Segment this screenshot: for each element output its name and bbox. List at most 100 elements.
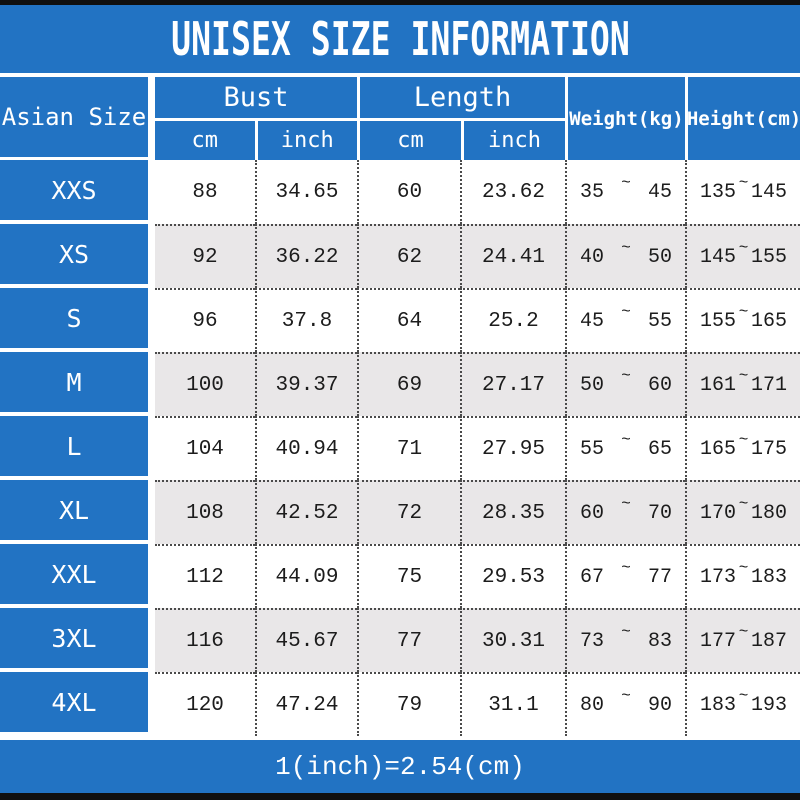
height-range-cell: 155 ~ 165 (685, 288, 800, 352)
bust-inch-cell: 39.37 (255, 352, 357, 416)
height-max: 175 (750, 437, 787, 461)
size-label-cell: XS (0, 224, 155, 288)
table-row-m: M 100 39.37 69 27.17 50 ~ 60 161 ~ 171 (0, 352, 800, 416)
bust-unit-cm-header: cm (191, 128, 219, 153)
bust-cm-cell: 92 (155, 224, 255, 288)
tilde-symbol: ~ (621, 623, 631, 641)
height-range-cell: 145 ~ 155 (685, 224, 800, 288)
height-max: 180 (750, 501, 787, 525)
divider (0, 73, 800, 77)
weight-min: 55 (580, 437, 605, 461)
weight-max: 55 (647, 309, 672, 333)
height-range-cell: 183 ~ 193 (685, 672, 800, 736)
height-range-cell: 173 ~ 183 (685, 544, 800, 608)
weight-max: 60 (647, 373, 672, 397)
bust-inch-cell: 44.09 (255, 544, 357, 608)
length-inch-cell: 30.31 (460, 608, 565, 672)
table-row-l: L 104 40.94 71 27.95 55 ~ 65 165 ~ 175 (0, 416, 800, 480)
conversion-note-band: 1(inch)=2.54(cm) (0, 740, 800, 793)
page-title: UNISEX SIZE INFORMATION (170, 12, 630, 66)
tilde-symbol: ~ (738, 559, 749, 577)
tilde-symbol: ~ (738, 623, 749, 641)
table-row-xxl: XXL 112 44.09 75 29.53 67 ~ 77 173 ~ 183 (0, 544, 800, 608)
weight-min: 40 (580, 245, 605, 269)
bust-inch-cell: 36.22 (255, 224, 357, 288)
table-header: Asian Size Bust cm inch Length cm inch W… (0, 77, 800, 160)
table-row-4xl: 4XL 120 47.24 79 31.1 80 ~ 90 183 ~ 193 (0, 672, 800, 736)
weight-min: 67 (580, 565, 605, 589)
height-min: 165 (700, 437, 737, 461)
height-max: 187 (750, 629, 787, 653)
tilde-symbol: ~ (621, 239, 631, 257)
length-inch-cell: 27.17 (460, 352, 565, 416)
weight-range-cell: 45 ~ 55 (565, 288, 685, 352)
length-inch-cell: 23.62 (460, 160, 565, 224)
length-unit-inch-header: inch (461, 121, 565, 160)
weight-min: 35 (580, 180, 605, 204)
size-label-cell: XXS (0, 160, 155, 224)
length-inch-cell: 27.95 (460, 416, 565, 480)
tilde-symbol: ~ (738, 431, 749, 449)
bust-cm-cell: 120 (155, 672, 255, 736)
weight-range-cell: 50 ~ 60 (565, 352, 685, 416)
tilde-symbol: ~ (738, 239, 749, 257)
tilde-symbol: ~ (738, 687, 749, 705)
weight-min: 45 (580, 309, 605, 333)
column-header-weight: Weight(kg) (565, 77, 685, 160)
length-cm-cell: 62 (357, 224, 460, 288)
size-label-cell: XXL (0, 544, 155, 608)
length-cm-cell: 72 (357, 480, 460, 544)
tilde-symbol: ~ (738, 367, 749, 385)
table-row-3xl: 3XL 116 45.67 77 30.31 73 ~ 83 177 ~ 187 (0, 608, 800, 672)
height-max: 165 (750, 309, 787, 333)
length-unit-row: cm inch (360, 121, 565, 160)
tilde-symbol: ~ (621, 431, 631, 449)
height-min: 145 (700, 245, 737, 269)
weight-min: 60 (580, 501, 605, 525)
height-max: 171 (750, 373, 787, 397)
table-row-s: S 96 37.8 64 25.2 45 ~ 55 155 ~ 165 (0, 288, 800, 352)
height-min: 183 (700, 693, 737, 717)
column-group-bust: Bust cm inch (155, 77, 357, 160)
size-label-cell: S (0, 288, 155, 352)
height-max: 155 (750, 245, 787, 269)
size-label-cell: 4XL (0, 672, 155, 736)
height-range-cell: 170 ~ 180 (685, 480, 800, 544)
bust-cm-cell: 112 (155, 544, 255, 608)
weight-range-cell: 67 ~ 77 (565, 544, 685, 608)
length-inch-cell: 25.2 (460, 288, 565, 352)
height-max: 145 (750, 180, 787, 204)
length-inch-cell: 29.53 (460, 544, 565, 608)
table-row-xs: XS 92 36.22 62 24.41 40 ~ 50 145 ~ 155 (0, 224, 800, 288)
bust-inch-cell: 42.52 (255, 480, 357, 544)
height-range-cell: 165 ~ 175 (685, 416, 800, 480)
bust-inch-cell: 37.8 (255, 288, 357, 352)
bust-unit-row: cm inch (155, 121, 357, 160)
table-row-xl: XL 108 42.52 72 28.35 60 ~ 70 170 ~ 180 (0, 480, 800, 544)
tilde-symbol: ~ (738, 303, 749, 321)
weight-max: 90 (647, 693, 672, 717)
top-frame-bar (0, 0, 800, 5)
weight-range-cell: 40 ~ 50 (565, 224, 685, 288)
weight-min: 73 (580, 629, 605, 653)
weight-max: 70 (647, 501, 672, 525)
height-range-cell: 177 ~ 187 (685, 608, 800, 672)
length-cm-cell: 69 (357, 352, 460, 416)
column-header-height: Height(cm) (685, 77, 800, 160)
tilde-symbol: ~ (738, 495, 749, 513)
weight-max: 50 (647, 245, 672, 269)
length-header-label: Length (360, 77, 565, 121)
weight-min: 80 (580, 693, 605, 717)
bust-cm-cell: 96 (155, 288, 255, 352)
height-max: 193 (750, 693, 787, 717)
bust-inch-cell: 45.67 (255, 608, 357, 672)
length-cm-cell: 75 (357, 544, 460, 608)
height-min: 173 (700, 565, 737, 589)
bust-cm-cell: 116 (155, 608, 255, 672)
length-inch-cell: 31.1 (460, 672, 565, 736)
length-cm-cell: 77 (357, 608, 460, 672)
conversion-note: 1(inch)=2.54(cm) (275, 751, 525, 782)
weight-range-cell: 73 ~ 83 (565, 608, 685, 672)
height-min: 170 (700, 501, 737, 525)
bust-cm-cell: 104 (155, 416, 255, 480)
